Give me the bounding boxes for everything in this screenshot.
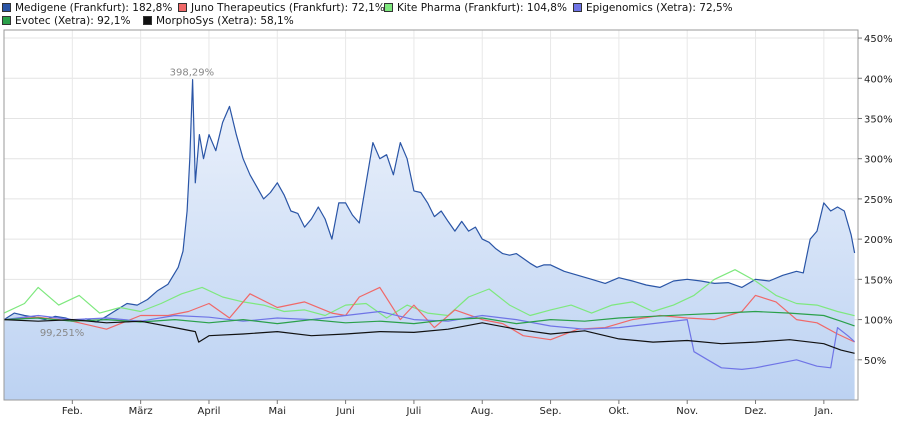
y-tick-label: 50% — [864, 356, 886, 367]
legend-label-evotec: Evotec (Xetra): 92,1% — [15, 15, 131, 27]
series-line-epigenomics[interactable] — [3, 310, 855, 370]
min-annotation: 99,251% — [40, 328, 85, 339]
series-layer — [3, 78, 856, 370]
legend-item-kite[interactable]: Kite Pharma (Frankfurt): 104,8% — [384, 2, 567, 15]
legend-swatch-morphosys — [143, 16, 152, 25]
legend-swatch-kite — [384, 3, 393, 12]
y-axis: 450% 400% 350% 300% 250% 200% 150% 100% 50% — [858, 34, 893, 367]
y-tick-label: 400% — [864, 74, 893, 85]
x-tick-label: Mai — [269, 406, 287, 417]
annotations: 398,29% 99,251% — [40, 68, 214, 340]
area-layer — [4, 79, 855, 400]
legend-swatch-epigenomics — [573, 3, 582, 12]
series-line-morphosys[interactable] — [3, 319, 855, 354]
x-tick-label: Juli — [405, 406, 421, 417]
y-tick-label: 100% — [864, 316, 893, 327]
y-tick-label: 200% — [864, 235, 893, 246]
legend-label-juno: Juno Therapeutics (Frankfurt): 72,1% — [191, 2, 385, 14]
x-tick-label: Jan. — [814, 406, 834, 417]
series-line-kite-pharma[interactable] — [3, 269, 855, 319]
series-line-medigene[interactable] — [3, 78, 856, 323]
legend-label-medigene: Medigene (Frankfurt): 182,8% — [15, 2, 173, 14]
legend-label-kite: Kite Pharma (Frankfurt): 104,8% — [397, 2, 567, 14]
legend-swatch-juno — [178, 3, 187, 12]
plot-frame — [3, 29, 859, 401]
y-tick-label: 350% — [864, 114, 893, 125]
max-annotation: 398,29% — [170, 68, 215, 79]
legend-item-medigene[interactable]: Medigene (Frankfurt): 182,8% — [2, 2, 172, 15]
y-tick-label: 150% — [864, 275, 893, 286]
x-tick-label: Feb. — [62, 406, 83, 417]
x-tick-label: Juni — [335, 406, 354, 417]
series-line-evotec[interactable] — [3, 310, 855, 327]
legend-swatch-evotec — [2, 16, 11, 25]
x-tick-label: April — [198, 406, 221, 417]
legend-label-epigenomics: Epigenomics (Xetra): 72,5% — [586, 2, 733, 14]
legend-item-evotec[interactable]: Evotec (Xetra): 92,1% — [2, 15, 130, 28]
legend-swatch-medigene — [2, 3, 11, 12]
x-tick-label: Sep. — [540, 406, 562, 417]
legend-item-morphosys[interactable]: MorphoSys (Xetra): 58,1% — [143, 15, 294, 28]
legend: Medigene (Frankfurt): 182,8% Juno Therap… — [0, 0, 900, 30]
y-tick-label: 250% — [864, 195, 893, 206]
x-tick-label: Dez. — [744, 406, 766, 417]
x-tick-label: Nov. — [676, 406, 698, 417]
x-tick-label: Okt. — [608, 406, 629, 417]
x-axis: Feb. März April Mai Juni Juli Aug. Sep. Okt. Nov.… — [62, 400, 833, 417]
legend-label-morphosys: MorphoSys (Xetra): 58,1% — [156, 15, 294, 27]
area-medigene — [4, 79, 855, 400]
x-tick-label: März — [129, 406, 153, 417]
y-tick-label: 300% — [864, 155, 893, 166]
series-line-juno-therapeutics[interactable] — [3, 286, 855, 343]
legend-item-epigenomics[interactable]: Epigenomics (Xetra): 72,5% — [573, 2, 733, 15]
legend-item-juno[interactable]: Juno Therapeutics (Frankfurt): 72,1% — [178, 2, 385, 15]
x-tick-label: Aug. — [471, 406, 494, 417]
y-tick-label: 450% — [864, 34, 893, 45]
